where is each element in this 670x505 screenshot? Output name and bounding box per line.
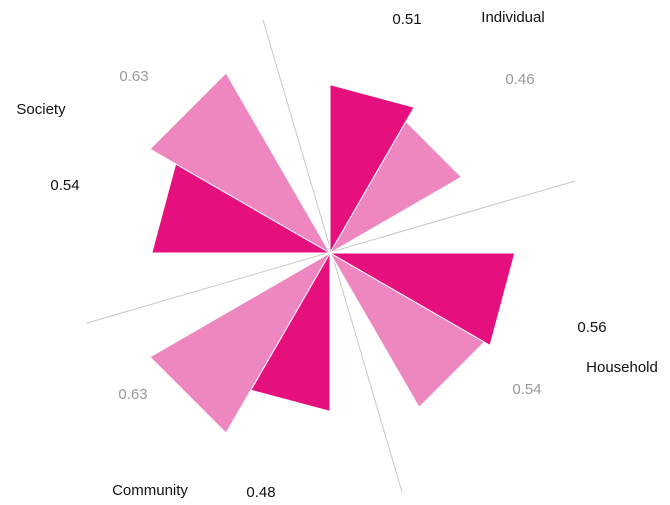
value-label: 0.54 xyxy=(512,381,541,398)
wedge xyxy=(149,72,332,255)
value-label: 0.54 xyxy=(50,177,79,194)
value-label: 0.63 xyxy=(118,386,147,403)
wedge xyxy=(149,251,332,434)
value-label: 0.51 xyxy=(392,11,421,28)
value-label: 0.48 xyxy=(246,484,275,501)
category-label: Household xyxy=(586,359,658,376)
category-label: Society xyxy=(16,101,66,118)
value-label: 0.63 xyxy=(119,68,148,85)
wedge xyxy=(328,251,486,409)
wedge xyxy=(328,120,463,255)
category-label: Community xyxy=(112,482,188,499)
value-label: 0.46 xyxy=(505,71,534,88)
category-label: Individual xyxy=(481,9,544,26)
value-label: 0.56 xyxy=(577,319,606,336)
